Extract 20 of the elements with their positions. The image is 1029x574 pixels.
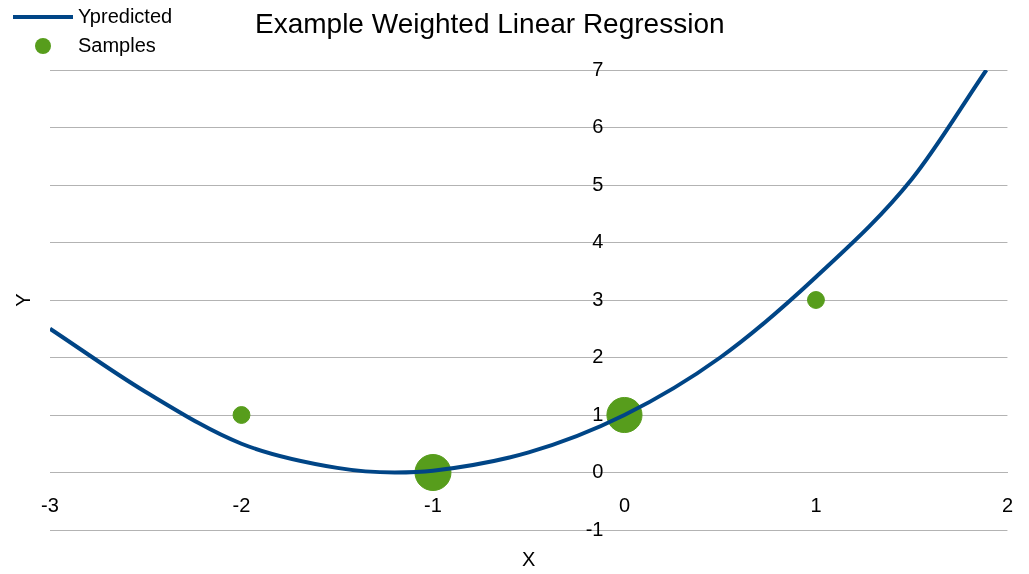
y-tick-label: 3 <box>592 287 604 310</box>
x-axis-title: X <box>522 547 536 570</box>
legend-label: Ypredicted <box>78 5 173 28</box>
y-tick-label: 1 <box>592 402 604 425</box>
x-tick-label: -1 <box>424 494 442 517</box>
y-tick-label: 5 <box>592 172 604 195</box>
y-tick-label: 7 <box>592 57 604 80</box>
chart-title: Example Weighted Linear Regression <box>255 8 725 40</box>
y-tick-label: 4 <box>592 230 604 253</box>
y-tick-label: 0 <box>592 460 604 483</box>
x-tick-label: -2 <box>232 494 251 517</box>
y-axis-title: Y <box>11 293 34 307</box>
y-tick-label: 6 <box>592 115 604 138</box>
x-tick-label: 1 <box>810 494 822 517</box>
y-tick-label: -1 <box>585 517 604 540</box>
x-tick-label: 2 <box>1001 494 1013 517</box>
x-tick-label: 0 <box>618 494 631 517</box>
legend-label: Samples <box>78 34 156 57</box>
x-tick-label: -3 <box>41 494 59 517</box>
y-tick-label: 2 <box>592 345 604 368</box>
